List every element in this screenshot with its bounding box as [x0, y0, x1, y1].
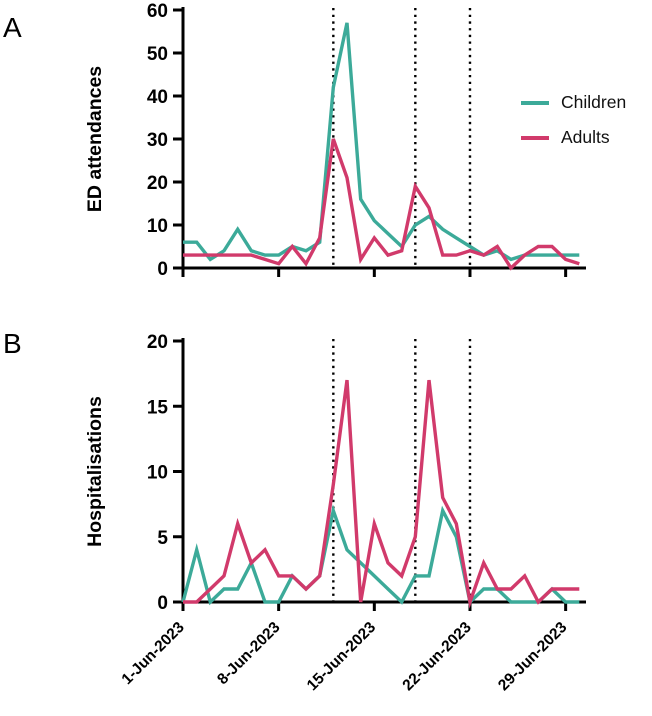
- legend-label-children: Children: [561, 92, 627, 112]
- panel-B-y-axis-title: Hospitalisations: [84, 396, 106, 547]
- panel-A-y-axis-title: ED attendances: [84, 66, 106, 212]
- panel-B-ytick-label: 10: [147, 463, 168, 484]
- x-axis-date-label: 15-Jun-2023: [304, 619, 380, 695]
- legend-item-adults: Adults: [521, 120, 626, 155]
- x-axis-date-label: 22-Jun-2023: [399, 619, 475, 695]
- panel-B-ytick-label: 0: [157, 593, 168, 614]
- x-axis-date-label: 29-Jun-2023: [495, 619, 571, 695]
- x-axis-date-label: 1-Jun-2023: [119, 619, 189, 689]
- legend-label-adults: Adults: [561, 127, 610, 147]
- legend-swatch-children-icon: [521, 100, 549, 105]
- panel-A-y-axis: 0 10 20 30 40 50 60: [147, 1, 185, 280]
- panel-A-ytick-label: 10: [147, 216, 168, 237]
- panel-B-series-line-adults: [183, 379, 580, 609]
- panel-a-label: A: [3, 12, 22, 43]
- panel-A-ytick-label: 40: [147, 87, 168, 108]
- panel-B-ytick-label: 15: [147, 397, 169, 418]
- legend-item-children: Children: [521, 85, 626, 120]
- panel-A-series-line-children: [183, 22, 580, 262]
- panel-B-x-axis: 1-Jun-2023 8-Jun-2023 15-Jun-2023 22-Jun-20…: [119, 600, 586, 695]
- legend-swatch-adults-icon: [521, 135, 549, 140]
- panel-B-y-axis: 0 5 10 15 20: [147, 332, 185, 614]
- panel-B-ytick-label: 5: [157, 528, 168, 549]
- x-axis-date-label: 8-Jun-2023: [214, 619, 284, 689]
- panel-A-x-axis: [181, 266, 586, 277]
- panel-A: 0 10 20 30 40 50 60 ED attendances: [84, 1, 586, 280]
- panel-B: 0 5 10 15 20 Hospitalisations 1-Jun-2023 8-Jun-…: [84, 332, 586, 694]
- panel-B-series-line-children: [181, 504, 580, 606]
- panel-B-ytick-label: 20: [147, 332, 168, 353]
- panel-A-ytick-label: 50: [147, 44, 168, 65]
- panel-b-label: B: [3, 328, 22, 359]
- panel-A-series-line-adults: [183, 138, 580, 271]
- panel-A-ytick-label: 30: [147, 130, 168, 151]
- legend: Children Adults: [521, 85, 626, 155]
- panel-A-ytick-label: 20: [147, 173, 168, 194]
- panel-A-ytick-label: 0: [157, 259, 168, 280]
- panel-A-ytick-label: 60: [147, 1, 168, 22]
